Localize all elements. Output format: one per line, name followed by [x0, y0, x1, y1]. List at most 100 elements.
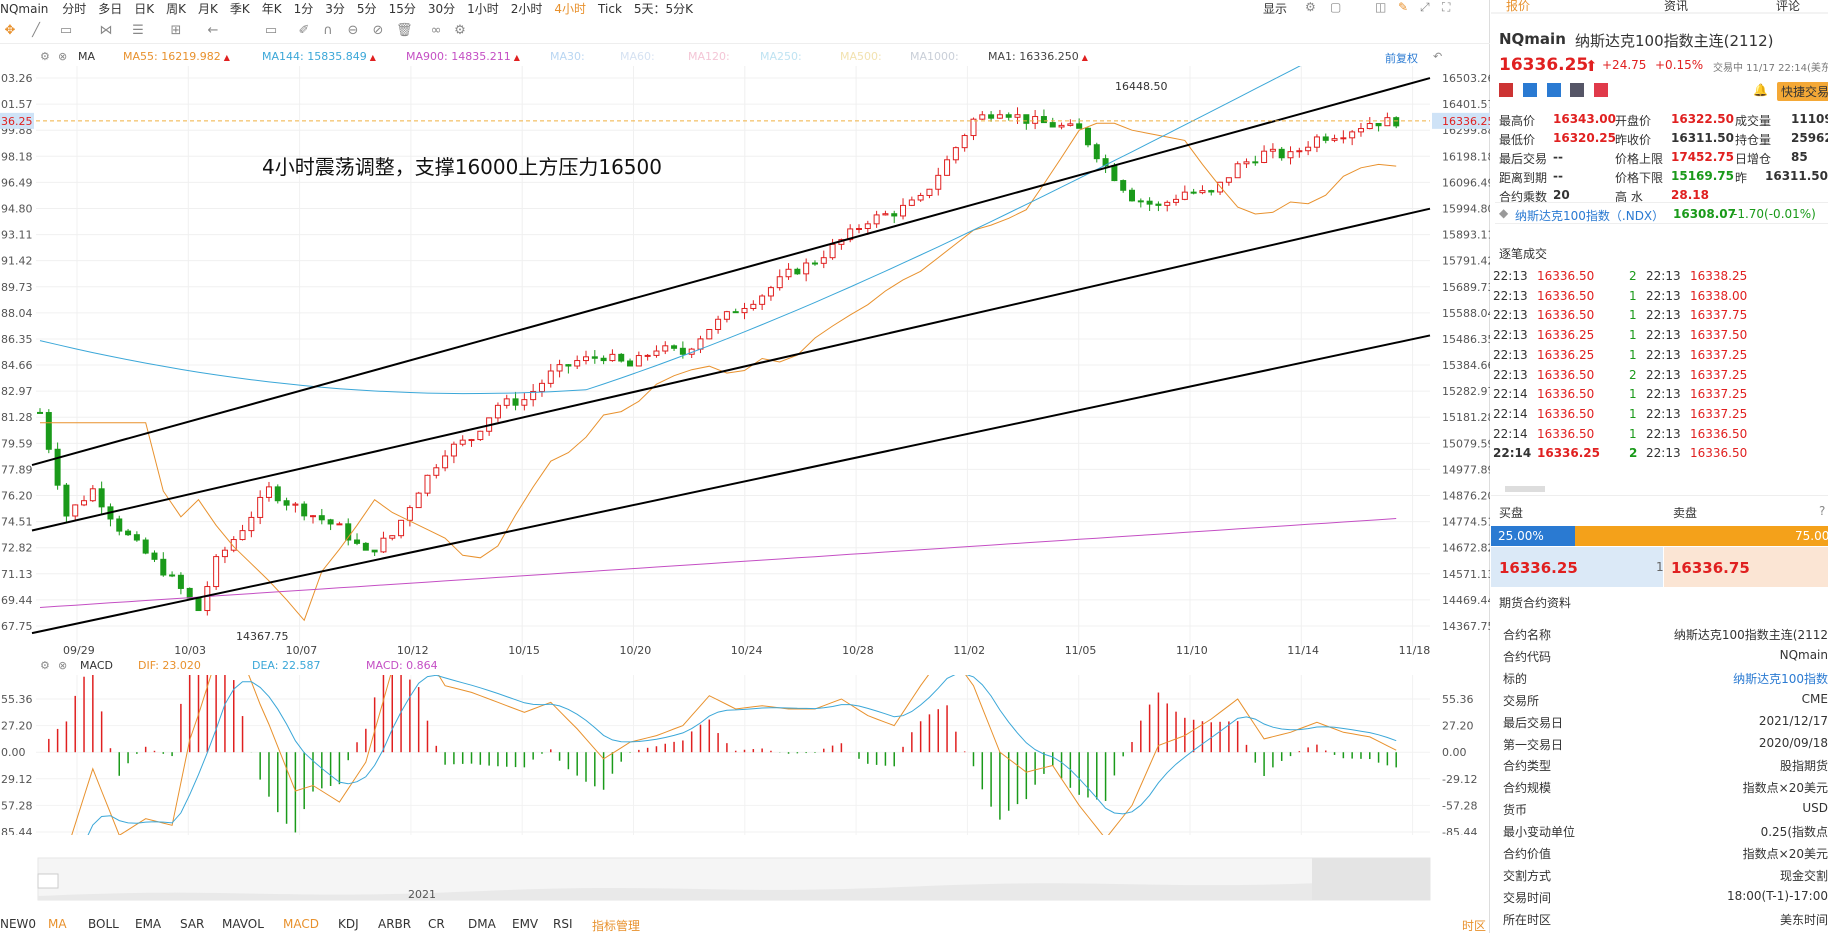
period-1[interactable]: 多日 [98, 2, 123, 16]
macd-tick-left: 0.00 [1, 746, 26, 759]
indicator-10[interactable]: DMA [468, 917, 496, 931]
contract-row: 合约类型 股指期货 [1491, 757, 1828, 778]
arrow-tool-icon[interactable]: ← [207, 23, 219, 38]
tab-news[interactable]: 资讯 [1664, 0, 1689, 13]
stat-label: 持仓量 [1735, 133, 1772, 147]
candle-body [1287, 151, 1294, 159]
indicator-2[interactable]: BOLL [88, 917, 119, 931]
macd-type-label[interactable]: MACD [80, 659, 113, 672]
period-10[interactable]: 15分 [388, 2, 416, 16]
period-16[interactable]: 5天：5分K [633, 2, 694, 16]
period-2[interactable]: 日K [134, 2, 155, 16]
period-14[interactable]: 4小时 [554, 2, 587, 16]
flag-icon[interactable] [1499, 83, 1513, 97]
crosshair-icon[interactable]: ✥ [4, 23, 16, 38]
indicator-0[interactable]: NEW0 [0, 917, 37, 931]
share-icon[interactable] [1522, 83, 1537, 97]
bid-price-box[interactable]: 16336.25 1 [1491, 547, 1664, 587]
indicator-12[interactable]: RSI [553, 917, 573, 931]
magnet-tool-icon[interactable]: ∩ [323, 23, 333, 38]
period-12[interactable]: 1小时 [467, 2, 499, 16]
period-15[interactable]: Tick [598, 2, 622, 16]
period-6[interactable]: 年K [261, 2, 282, 16]
period-3[interactable]: 周K [166, 2, 187, 16]
tick-cell: 1 [1629, 347, 1637, 362]
bid-label: 买盘 [1499, 506, 1524, 520]
settings-icon[interactable]: ⚙ [1305, 0, 1316, 14]
period-8[interactable]: 3分 [325, 2, 345, 16]
bell-icon[interactable]: 🔔 [1753, 83, 1768, 97]
alert-icon[interactable] [1546, 83, 1561, 97]
ma-type-label[interactable]: MA [78, 50, 96, 63]
period-13[interactable]: 2小时 [510, 2, 543, 16]
measure-tool-icon[interactable]: ⊞ [170, 23, 182, 38]
indicator-5[interactable]: MAVOL [222, 917, 264, 931]
indicator-8[interactable]: ARBR [378, 917, 412, 931]
period-0[interactable]: 分时 [62, 2, 87, 16]
related-index[interactable]: ◆ 纳斯达克100指数（.NDX） 16308.07 -1.70(-0.01%) [1495, 202, 1828, 224]
gear-tool-icon[interactable]: ⚙ [454, 23, 466, 38]
note-icon[interactable] [1570, 83, 1585, 97]
macd-settings-icon[interactable]: ⚙ [40, 659, 50, 672]
period-9[interactable]: 5分 [356, 2, 377, 16]
expand-icon[interactable]: ⤢ [1420, 0, 1430, 14]
ma-close-icon[interactable]: ⊗ [58, 50, 68, 63]
indicator-9[interactable]: CR [428, 917, 445, 931]
indicator-1[interactable]: MA [48, 917, 67, 931]
timezone-button[interactable]: 时区 [1462, 919, 1487, 933]
macd-chart[interactable]: 55.36 55.36 27.20 27.20 0.00 0.00 -29.12 29.12 -… [0, 675, 1490, 835]
favorite-icon[interactable] [1594, 83, 1609, 97]
adjust-mode-label[interactable]: 前复权 [1385, 52, 1418, 65]
indicator-11[interactable]: EMV [512, 917, 539, 931]
layout-icon[interactable]: ▢ [1330, 0, 1342, 14]
indicator-3[interactable]: EMA [135, 917, 162, 931]
quick-trade-button[interactable]: 快捷交易 [1777, 82, 1828, 101]
indicator-4[interactable]: SAR [180, 917, 205, 931]
ask-price-box[interactable]: 16336.75 [1664, 547, 1828, 587]
link-tool-icon[interactable]: ∞ [430, 23, 442, 38]
pen-tool-icon[interactable]: ✐ [298, 23, 310, 38]
undo-icon[interactable]: ↶ [1433, 50, 1443, 63]
period-4[interactable]: 月K [198, 2, 218, 16]
tab-comments[interactable]: 评论 [1776, 0, 1801, 13]
macd-legend: ⚙ ⊗ MACD DIF: 23.020 DEA: 22.587 MACD: 0… [0, 657, 1430, 675]
period-5[interactable]: 季K [229, 2, 250, 16]
shape-tool-icon[interactable]: ▭ [59, 23, 73, 38]
indicator-13[interactable]: 指标管理 [592, 919, 641, 933]
indicator-6[interactable]: MACD [283, 917, 319, 931]
ma-settings-icon[interactable]: ⚙ [40, 50, 50, 63]
comment-tool-icon[interactable]: ▭ [264, 23, 278, 38]
stat-value: 16322.50 [1671, 112, 1735, 126]
ticks-scrollbar[interactable] [1505, 486, 1545, 492]
symbol-selector[interactable]: NQmain [0, 2, 49, 16]
candle-body [265, 486, 272, 498]
candle-body [133, 534, 140, 541]
tab-quote[interactable]: 报价 [1506, 0, 1531, 13]
stat-label: 昨收价 [1615, 133, 1652, 147]
tick-cell: 1 [1629, 426, 1637, 441]
delete-tool-icon[interactable]: 🗑 [396, 23, 413, 38]
lock-tool-icon[interactable]: ⊖ [347, 23, 359, 38]
fib-tool-icon[interactable]: ⋈ [99, 23, 113, 38]
candle-body [1067, 123, 1074, 126]
indicator-7[interactable]: KDJ [338, 917, 359, 931]
candle-body [530, 390, 537, 401]
eye-tool-icon[interactable]: ⊘ [372, 23, 384, 38]
period-7[interactable]: 1分 [293, 2, 314, 16]
macd-close-icon[interactable]: ⊗ [58, 659, 68, 672]
candle-body [477, 430, 484, 441]
line-tool-icon[interactable]: ╱ [32, 23, 40, 38]
candle-body [230, 539, 237, 551]
candle-body [653, 350, 660, 356]
tick-cell: 22:13 [1646, 347, 1681, 362]
fullscreen-icon[interactable]: ⛶ [1442, 0, 1451, 14]
price-chart[interactable]: 16503.2603.2616401.5701.5716299.8899.881… [0, 66, 1490, 656]
text-tool-icon[interactable]: ☰ [132, 23, 144, 38]
screenshot-icon[interactable]: ◫ [1375, 0, 1387, 14]
period-11[interactable]: 30分 [427, 2, 456, 16]
display-menu[interactable]: 显示 [1263, 2, 1288, 16]
help-icon[interactable]: ? [1819, 504, 1826, 518]
dif-line [71, 675, 1397, 835]
time-navigator[interactable]: 2021 [0, 856, 1490, 914]
draw-icon[interactable]: ✎ [1398, 0, 1409, 14]
